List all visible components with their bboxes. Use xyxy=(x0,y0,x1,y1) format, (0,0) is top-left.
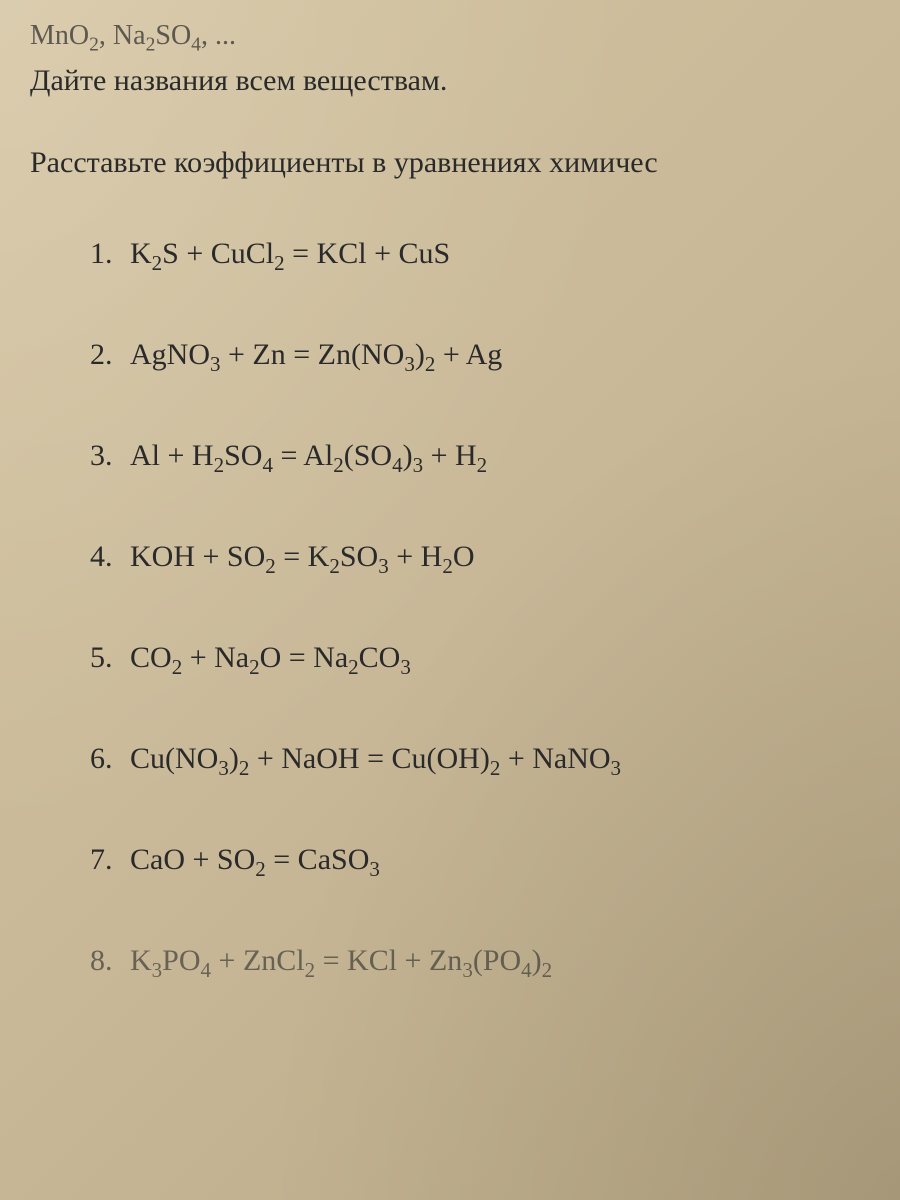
subscript: 3 xyxy=(152,958,163,982)
subscript: 2 xyxy=(333,453,344,477)
partial-formula: MnO2, Na2SO4, ... xyxy=(30,20,236,51)
equation-number: 7. xyxy=(90,840,130,879)
subscript: 2 xyxy=(490,756,501,780)
equation-formula: Al + H2SO4 = Al2(SO4)3 + H2 xyxy=(130,436,487,475)
subscript: 2 xyxy=(442,554,453,578)
subscript: 2 xyxy=(249,655,260,679)
equation-row: 8.K3PO4 + ZnCl2 = KCl + Zn3(PO4)2 xyxy=(90,941,870,980)
subscript: 2 xyxy=(214,453,225,477)
subscript: 2 xyxy=(477,453,488,477)
subscript: 2 xyxy=(274,251,285,275)
instruction-names: Дайте названия всем веществам. xyxy=(30,60,870,102)
subscript: 3 xyxy=(404,352,415,376)
subscript: 3 xyxy=(611,756,622,780)
subscript: 4 xyxy=(392,453,403,477)
subscript: 3 xyxy=(369,857,380,881)
equation-number: 3. xyxy=(90,436,130,475)
equation-row: 4.KOH + SO2 = K2SO3 + H2O xyxy=(90,537,870,576)
instruction-coefficients: Расставьте коэффициенты в уравнениях хим… xyxy=(30,142,870,184)
subscript: 3 xyxy=(400,655,411,679)
equation-row: 6.Cu(NO3)2 + NaOH = Cu(OH)2 + NaNO3 xyxy=(90,739,870,778)
equation-row: 7.CaO + SO2 = CaSO3 xyxy=(90,840,870,879)
equation-number: 6. xyxy=(90,739,130,778)
subscript: 3 xyxy=(413,453,424,477)
subscript: 2 xyxy=(329,554,340,578)
equation-number: 2. xyxy=(90,335,130,374)
equation-formula: K2S + CuCl2 = KCl + CuS xyxy=(130,234,450,273)
equation-formula: CaO + SO2 = CaSO3 xyxy=(130,840,380,879)
equation-row: 5.CO2 + Na2O = Na2CO3 xyxy=(90,638,870,677)
subscript: 3 xyxy=(218,756,229,780)
subscript: 2 xyxy=(348,655,359,679)
equation-row: 2.AgNO3 + Zn = Zn(NO3)2 + Ag xyxy=(90,335,870,374)
partial-top-text: MnO2, Na2SO4, ... xyxy=(30,20,870,52)
equation-number: 4. xyxy=(90,537,130,576)
subscript: 3 xyxy=(378,554,389,578)
equation-formula: Cu(NO3)2 + NaOH = Cu(OH)2 + NaNO3 xyxy=(130,739,621,778)
subscript: 2 xyxy=(152,251,163,275)
equation-formula: KOH + SO2 = K2SO3 + H2O xyxy=(130,537,474,576)
subscript: 2 xyxy=(425,352,436,376)
subscript: 4 xyxy=(201,958,212,982)
subscript: 2 xyxy=(172,655,183,679)
equation-number: 5. xyxy=(90,638,130,677)
equation-row: 1.K2S + CuCl2 = KCl + CuS xyxy=(90,234,870,273)
subscript: 2 xyxy=(255,857,266,881)
subscript: 4 xyxy=(262,453,273,477)
subscript: 2 xyxy=(305,958,316,982)
equation-formula: AgNO3 + Zn = Zn(NO3)2 + Ag xyxy=(130,335,502,374)
equation-number: 8. xyxy=(90,941,130,980)
equations-list: 1.K2S + CuCl2 = KCl + CuS 2.AgNO3 + Zn = … xyxy=(30,234,870,980)
subscript: 2 xyxy=(239,756,250,780)
subscript: 2 xyxy=(265,554,276,578)
equation-formula: CO2 + Na2O = Na2CO3 xyxy=(130,638,411,677)
equation-formula: K3PO4 + ZnCl2 = KCl + Zn3(PO4)2 xyxy=(130,941,552,980)
equation-number: 1. xyxy=(90,234,130,273)
subscript: 3 xyxy=(210,352,221,376)
page-content: MnO2, Na2SO4, ... Дайте названия всем ве… xyxy=(30,20,870,980)
equation-row: 3.Al + H2SO4 = Al2(SO4)3 + H2 xyxy=(90,436,870,475)
subscript: 3 xyxy=(462,958,473,982)
subscript: 4 xyxy=(521,958,532,982)
subscript: 2 xyxy=(542,958,553,982)
